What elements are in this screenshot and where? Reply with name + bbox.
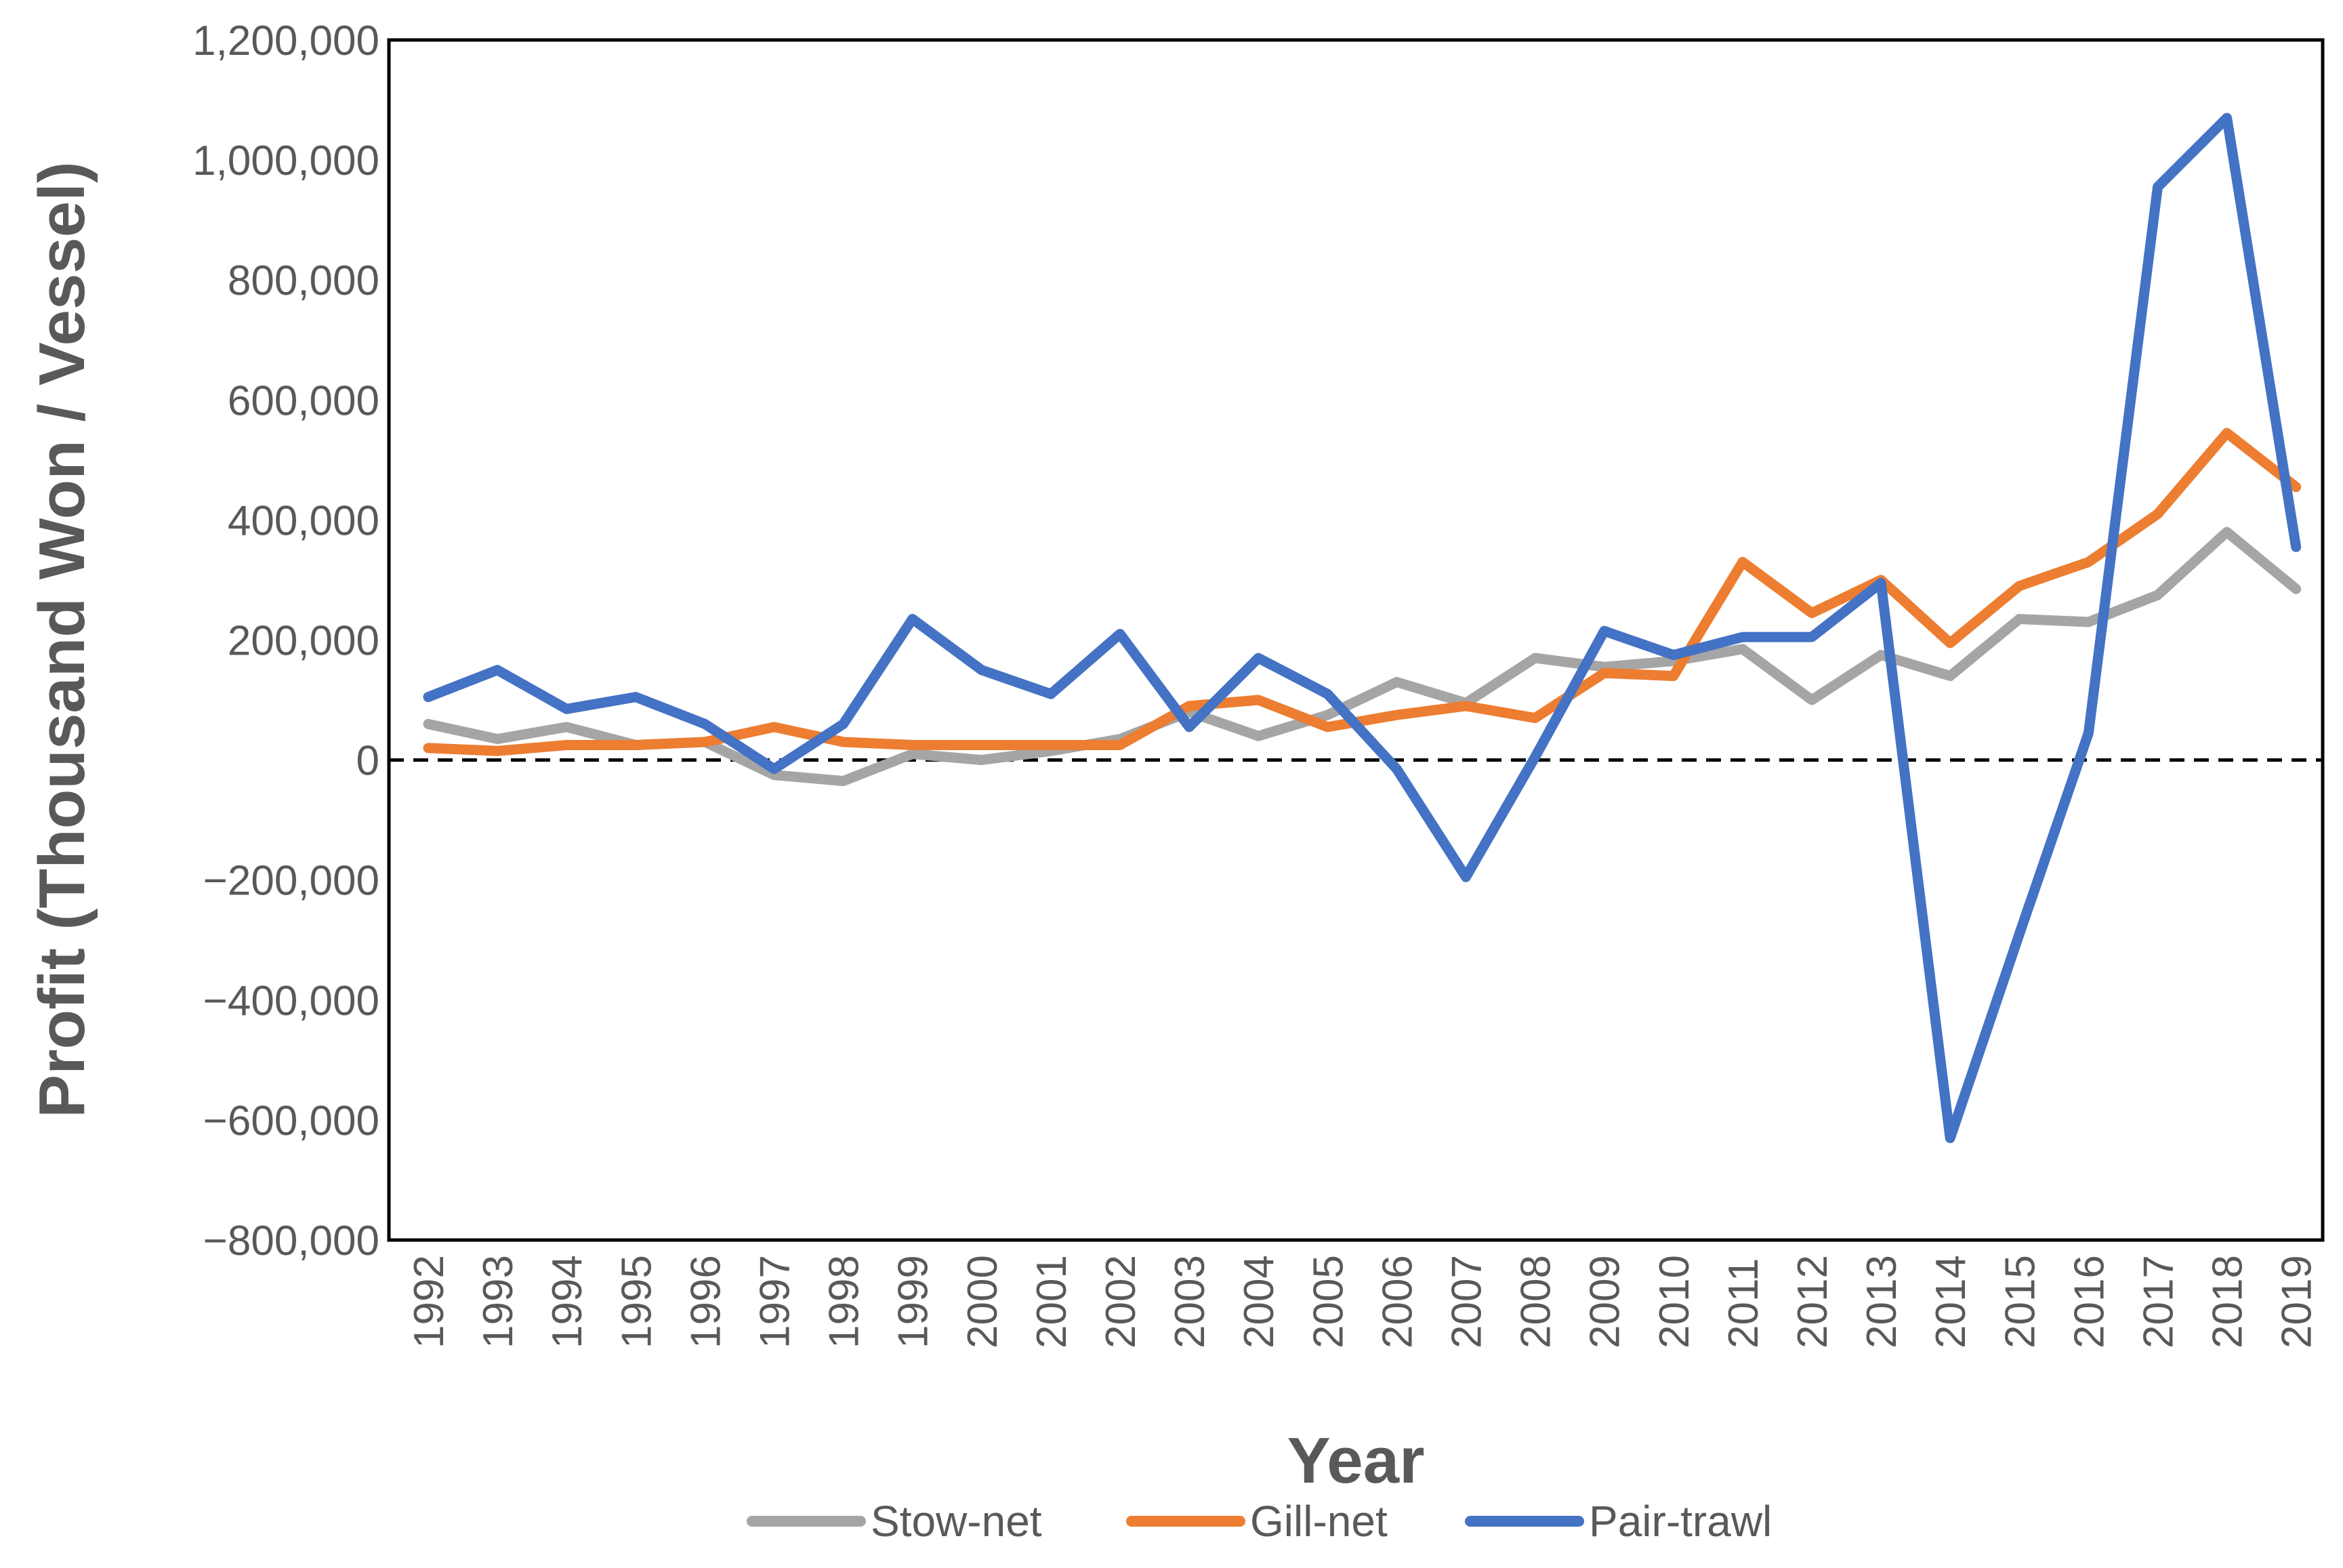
y-tick-label: 800,000 (228, 257, 379, 304)
legend-label-pair-trawl: Pair-trawl (1589, 1497, 1772, 1546)
x-tick-label: 1993 (475, 1255, 522, 1348)
x-tick-label: 2014 (1928, 1255, 1974, 1348)
plot-area-frame (387, 38, 2325, 1242)
y-tick-label: −800,000 (203, 1218, 379, 1264)
x-tick-label: 2018 (2205, 1255, 2252, 1348)
x-tick-label: 2011 (1720, 1258, 1767, 1348)
x-tick-label: 1992 (406, 1255, 453, 1348)
y-tick-label: 1,000,000 (192, 138, 379, 184)
x-tick-label: 2009 (1582, 1255, 1629, 1348)
y-tick-label: −200,000 (203, 858, 379, 905)
series-line-stow-net (423, 527, 2302, 787)
legend-label-stow-net: Stow-net (871, 1497, 1042, 1546)
x-tick-label: 2019 (2274, 1255, 2321, 1348)
x-tick-label: 2013 (1859, 1255, 1905, 1348)
series-line-pair-trawl (423, 112, 2302, 1143)
y-axis-title: Profit (Thousand Won / Vessel) (26, 161, 98, 1118)
x-tick-label: 2012 (1789, 1255, 1836, 1348)
x-tick-label: 1995 (613, 1255, 660, 1348)
x-tick-label: 1996 (682, 1255, 729, 1348)
x-tick-label: 1998 (821, 1255, 868, 1348)
x-axis-title: Year (1287, 1424, 1425, 1497)
y-tick-labels: −800,000 −600,000 −400,000 −200,000 0 200,000… (192, 18, 379, 1264)
x-tick-label: 2003 (1167, 1255, 1214, 1348)
series-line-gill-net (423, 428, 2302, 756)
legend-label-gill-net: Gill-net (1250, 1497, 1388, 1546)
x-tick-labels: 1992 1993 1994 1995 1996 1997 1998 1999 2000 2001… (406, 1255, 2321, 1348)
x-tick-label: 2006 (1374, 1255, 1421, 1348)
y-tick-label: 400,000 (228, 497, 379, 544)
x-tick-label: 2010 (1651, 1255, 1698, 1348)
x-tick-label: 1999 (890, 1255, 937, 1348)
y-tick-label: 1,200,000 (192, 18, 379, 64)
y-tick-label: 0 (356, 738, 379, 785)
x-tick-label: 2002 (1098, 1255, 1144, 1348)
x-tick-label: 2004 (1236, 1255, 1283, 1348)
y-tick-label: 200,000 (228, 618, 379, 665)
x-tick-label: 2016 (2066, 1255, 2113, 1348)
legend: Stow-net Gill-net Pair-trawl (747, 1497, 1772, 1546)
x-tick-label: 1997 (752, 1255, 799, 1348)
y-tick-label: −400,000 (203, 978, 379, 1025)
x-tick-label: 2015 (1997, 1255, 2044, 1348)
x-tick-label: 2005 (1305, 1255, 1352, 1348)
x-tick-label: 2000 (959, 1255, 1006, 1348)
x-tick-label: 2008 (1513, 1255, 1560, 1348)
x-tick-label: 2007 (1444, 1255, 1491, 1348)
x-tick-label: 2017 (2136, 1255, 2182, 1348)
x-tick-label: 2001 (1029, 1255, 1075, 1348)
y-tick-label: 600,000 (228, 377, 379, 424)
x-tick-label: 1994 (544, 1255, 591, 1348)
series-layer (423, 112, 2302, 1143)
y-tick-label: −600,000 (203, 1098, 379, 1144)
